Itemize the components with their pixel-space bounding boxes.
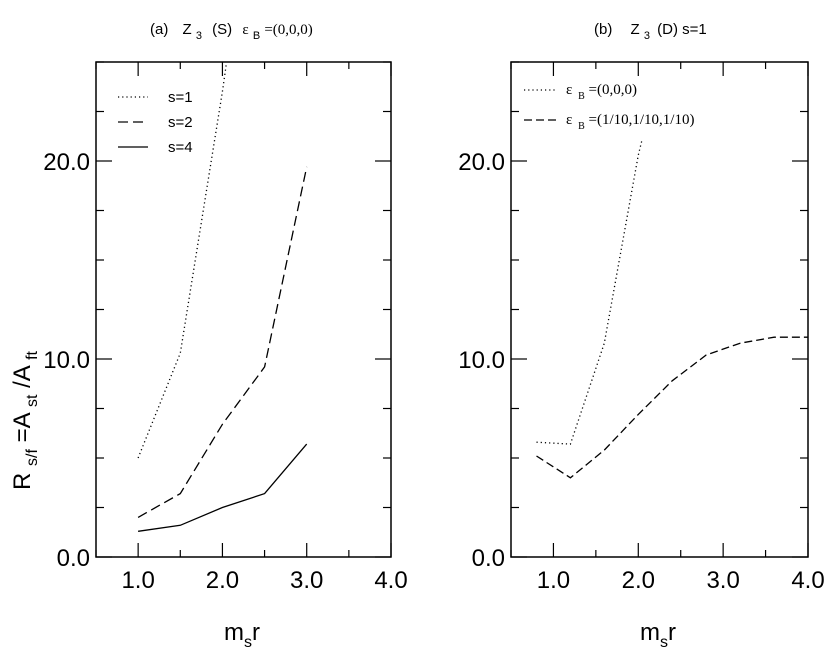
legend-label-s2: s=2 [168, 114, 193, 131]
x-tick-label: 2.0 [622, 567, 655, 594]
series-line [536, 336, 808, 479]
panel-a-title: (a) Z 3 (S) ε B =(0,0,0) [150, 21, 313, 43]
series-line [138, 443, 308, 532]
panel-b-title: (b) Z 3 (D) s=1 [594, 21, 707, 43]
y-tick-label: 20.0 [43, 149, 90, 176]
x-tick-label: 2.0 [206, 567, 239, 594]
y-tick-label: 10.0 [43, 347, 90, 374]
x-tick-label: 3.0 [290, 567, 323, 594]
legend-label-eps0: ε B =(0,0,0) [566, 82, 637, 103]
plot-frame [95, 61, 392, 558]
series-line [536, 141, 643, 445]
legend-label-s4: s=4 [168, 139, 193, 156]
x-axis-label-b: msr [640, 619, 676, 651]
series-line [137, 166, 308, 518]
legend-label-s1: s=1 [168, 89, 193, 106]
y-tick-label: 20.0 [458, 149, 505, 176]
y-tick-label: 0.0 [472, 545, 505, 572]
legend-b: ε B =(0,0,0) ε B =(1/10,1/10,1/10) [524, 82, 694, 133]
x-tick-label: 3.0 [706, 567, 739, 594]
x-tick-label: 1.0 [121, 567, 154, 594]
y-axis-label: R s/f =A st /A ft [9, 350, 43, 490]
y-tick-label: 0.0 [57, 545, 90, 572]
x-tick-label: 4.0 [791, 567, 824, 594]
x-tick-label: 1.0 [537, 567, 570, 594]
panel-a: 1.0 2.0 3.0 4.0 0.0 10.0 20.0 [43, 61, 408, 594]
panel-b: 1.0 2.0 3.0 4.0 0.0 10.0 20.0 [458, 61, 825, 594]
y-tick-label: 10.0 [458, 347, 505, 374]
x-axis-label-a: msr [224, 619, 260, 651]
x-tick-label: 4.0 [374, 567, 407, 594]
legend-a: s=1 s=2 s=4 [118, 89, 193, 156]
legend-label-eps1: ε B =(1/10,1/10,1/10) [566, 112, 694, 133]
plot-frame [510, 61, 809, 558]
